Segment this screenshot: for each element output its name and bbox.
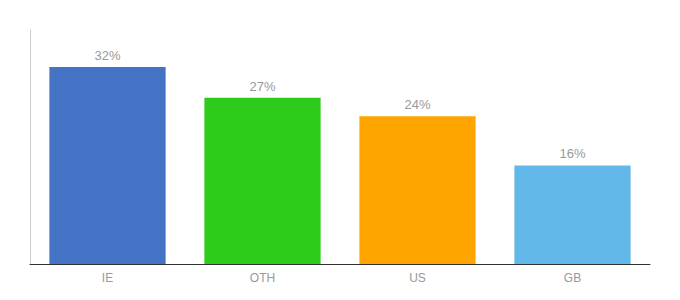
svg-text:IE: IE — [102, 271, 113, 285]
svg-text:16%: 16% — [559, 146, 585, 161]
svg-text:27%: 27% — [249, 79, 275, 94]
svg-text:US: US — [409, 271, 426, 285]
svg-text:GB: GB — [564, 271, 581, 285]
svg-text:OTH: OTH — [250, 271, 275, 285]
svg-text:24%: 24% — [404, 97, 430, 112]
svg-text:32%: 32% — [94, 48, 120, 63]
